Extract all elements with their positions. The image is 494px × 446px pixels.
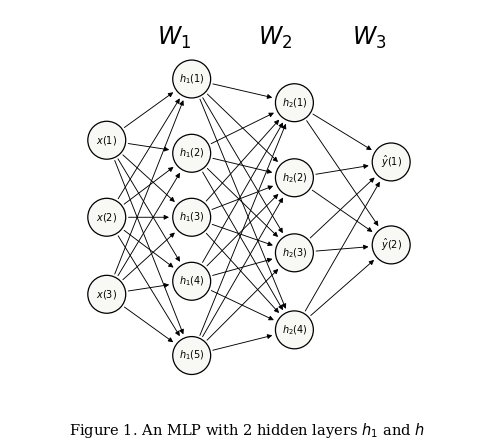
Text: $x(3)$: $x(3)$ [96, 288, 117, 301]
Circle shape [276, 159, 313, 197]
Circle shape [372, 226, 410, 264]
Circle shape [276, 311, 313, 349]
Circle shape [173, 134, 210, 172]
Text: $W_2$: $W_2$ [257, 25, 292, 51]
Circle shape [88, 198, 126, 236]
Text: $W_1$: $W_1$ [157, 25, 191, 51]
Text: $h_2(1)$: $h_2(1)$ [282, 96, 307, 110]
Circle shape [276, 234, 313, 272]
Text: $W_3$: $W_3$ [352, 25, 387, 51]
Text: $x(2)$: $x(2)$ [96, 211, 117, 224]
Circle shape [88, 275, 126, 313]
Circle shape [173, 60, 210, 98]
Text: $x(1)$: $x(1)$ [96, 134, 117, 147]
Circle shape [173, 262, 210, 300]
Circle shape [372, 143, 410, 181]
Text: $\hat{y}(1)$: $\hat{y}(1)$ [381, 154, 402, 170]
Text: $h_1(1)$: $h_1(1)$ [179, 72, 205, 86]
Text: $h_1(5)$: $h_1(5)$ [179, 349, 205, 362]
Circle shape [173, 198, 210, 236]
Text: $h_2(3)$: $h_2(3)$ [282, 246, 307, 260]
Text: $h_1(3)$: $h_1(3)$ [179, 211, 205, 224]
Text: $h_2(2)$: $h_2(2)$ [282, 171, 307, 185]
Text: Figure 1. An MLP with 2 hidden layers $h_1$ and $h$: Figure 1. An MLP with 2 hidden layers $h… [69, 421, 425, 440]
Text: $h_1(4)$: $h_1(4)$ [179, 274, 205, 288]
Circle shape [173, 337, 210, 375]
Circle shape [276, 84, 313, 122]
Text: $h_2(4)$: $h_2(4)$ [282, 323, 307, 337]
Circle shape [88, 121, 126, 159]
Text: $h_1(2)$: $h_1(2)$ [179, 146, 205, 160]
Text: $\hat{y}(2)$: $\hat{y}(2)$ [381, 237, 402, 253]
